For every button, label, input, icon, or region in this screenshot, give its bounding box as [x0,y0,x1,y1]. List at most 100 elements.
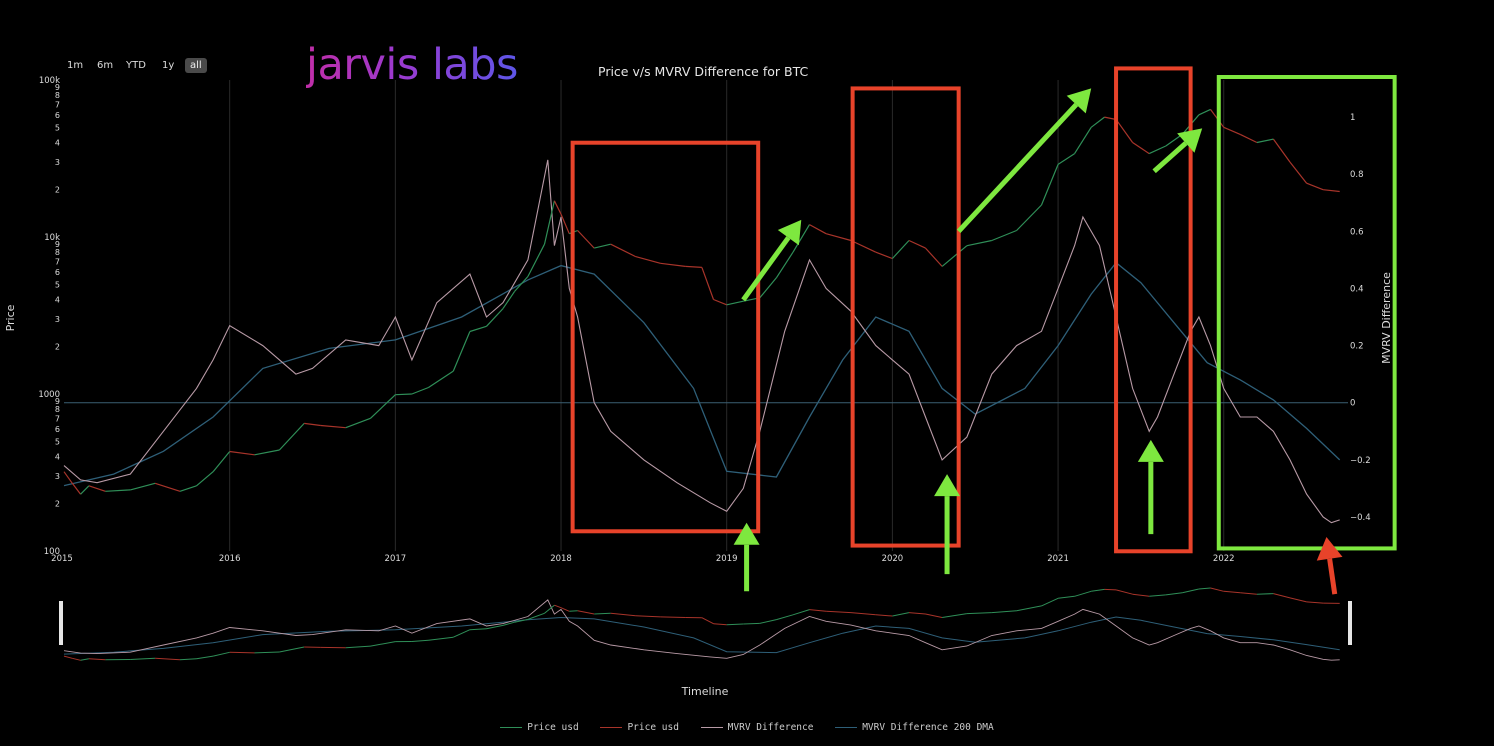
navigator[interactable] [59,587,1352,661]
x-tick-label: 2018 [550,554,572,564]
navigator-segment-price [759,619,777,624]
series-segment-price-usd [80,485,90,495]
series-segment-price-usd [1016,204,1042,231]
x-tick-label: 2022 [1213,554,1235,564]
series-segment-price-usd [105,489,131,492]
series-segment-price-usd [1223,126,1241,135]
navigator-segment-price [1165,592,1183,596]
series-segment-price-usd [1057,153,1075,165]
annotation-arrow-head [934,474,961,497]
x-tick-label: 2016 [219,554,241,564]
series-segment-price-usd [713,298,727,306]
y-minor-tick-label: 9 [55,83,60,92]
navigator-segment-price [610,612,636,617]
legend-item-mvrv[interactable]: MVRV Difference [700,722,813,733]
x-tick-label: 2015 [51,554,73,564]
navigator-segment-price [1182,588,1200,594]
navigator-segment-price [229,651,255,654]
series-segment-price-usd [775,251,794,279]
navigator-segment-price [1041,597,1059,607]
navigator-segment-price [80,658,89,661]
series-segment-price-usd [212,451,231,473]
x-axis-title: Timeline [681,685,729,698]
navigator-segment-price [279,646,305,653]
series-segment-price-usd [1272,138,1291,163]
legend-swatch [700,727,723,728]
series-segment-price-usd [966,239,992,247]
y-minor-tick-label: 3 [55,315,60,324]
navigator-segment-price [569,610,578,612]
legend-item-price-red[interactable]: Price usd [600,722,679,733]
navigator-segment-price [155,657,181,661]
series-segment-price-usd [685,265,702,268]
annotation-arrow-head [1137,439,1164,462]
series-segment-price-usd [345,417,371,429]
series-segment-price-usd [1040,164,1059,206]
range-button-ytd[interactable]: YTD [126,60,146,71]
range-button-1y[interactable]: 1y [162,60,175,71]
navigator-segment-price [942,613,967,618]
navigator-segment-price [486,624,504,630]
y2-tick-label: 0.8 [1350,170,1364,180]
y2-axis-title: MVRV Difference [1380,272,1393,364]
navigator-segment-price [554,604,562,609]
y-tick-label: 10k [44,233,60,243]
navigator-segment-price [196,655,214,660]
series-segment-price-usd [63,471,73,484]
y-minor-tick-label: 8 [55,91,60,100]
series-segment-price-usd [1148,145,1167,155]
x-tick-label: 2021 [1047,554,1069,564]
navigator-segment-price [701,617,714,625]
series-segment-price-usd [428,370,454,389]
navigator-segment-price [726,623,744,626]
navigator-segment-price [1223,590,1241,594]
navigator-segment-price [1210,587,1224,592]
series-segment-price-usd [1074,126,1092,154]
series-segment-price-usd [1256,138,1274,144]
navigator-segment-price [991,610,1017,614]
jarvis-labs-logo: jarvis labs [306,40,518,90]
range-button-1m[interactable]: 1m [67,60,84,71]
series-segment-price-usd [1115,119,1134,143]
series-segment-price-usd [560,213,570,234]
annotation-layer [570,66,1397,595]
series-line-mvrv-200dma [63,261,1341,487]
y-minor-tick-label: 5 [55,280,60,289]
navigator-segment-price [577,610,595,615]
navigator-segment-price [453,629,471,638]
navigator-segment-price [469,628,487,631]
navigator-segment-price [850,612,876,616]
y-minor-tick-label: 4 [55,295,60,304]
series-segment-price-usd [660,262,686,267]
navigator-segment-price [428,636,454,641]
series-segment-price-usd [825,233,852,242]
series-segment-price-usd [1090,116,1105,128]
x-tick-label: 2017 [385,554,407,564]
series-segment-price-usd [1306,182,1324,191]
series-segment-price-usd [941,245,968,267]
y-minor-tick-label: 5 [55,437,60,446]
navigator-handle-right[interactable] [1348,601,1352,645]
series-segment-price-usd [154,482,181,492]
annotation-arrow-shaft [1327,558,1338,595]
series-segment-price-usd [411,386,429,395]
series-segment-price-usd [452,331,471,372]
series-segment-price-usd [610,243,636,258]
navigator-segment-price [635,615,661,618]
axes-layer: 2015 2016 2017 2018 2019 2020 2021 202210023456… [38,76,1370,564]
series-segment-price-usd [543,200,555,245]
annotation-arrow-head [1177,128,1203,153]
y-minor-tick-label: 9 [55,240,60,249]
series-segment-price-usd [850,239,877,253]
legend-item-dma[interactable]: MVRV Difference 200 DMA [835,722,994,733]
navigator-segment-price [544,604,555,614]
navigator-segment-price [809,609,827,612]
navigator-handle-left[interactable] [59,601,63,645]
legend-item-price-green[interactable]: Price usd [500,722,579,733]
range-button-6m[interactable]: 6m [97,60,114,71]
range-button-all[interactable]: all [185,58,207,73]
series-segment-price-usd [1323,189,1340,193]
series-segment-price-usd [395,393,412,396]
x-tick-label: 2020 [882,554,904,564]
legend-label: Price usd [527,722,579,733]
